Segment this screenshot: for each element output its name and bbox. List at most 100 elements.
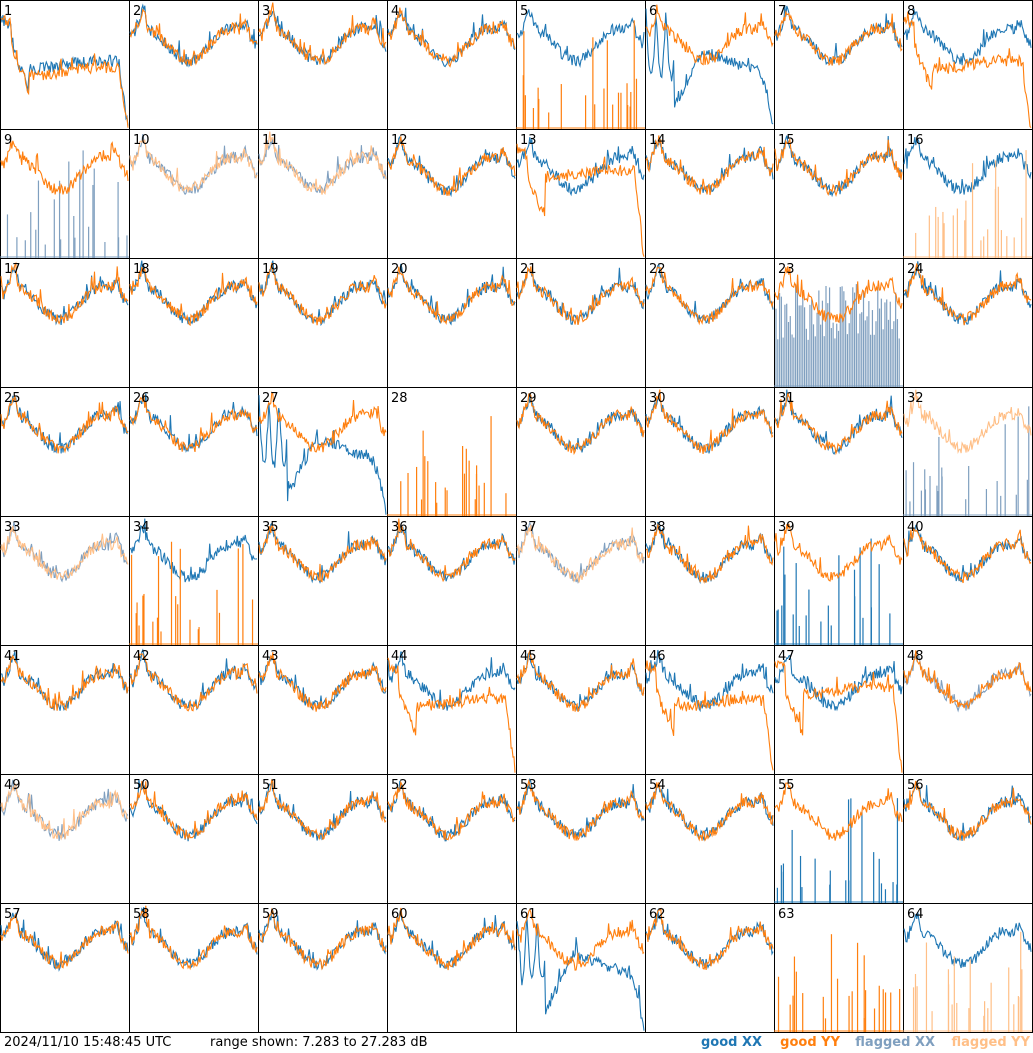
panel-label: 5 bbox=[520, 4, 528, 19]
panel-24: 24 bbox=[903, 258, 1033, 388]
panel-frame bbox=[387, 258, 517, 388]
panel-frame bbox=[0, 645, 130, 775]
panel-61: 61 bbox=[516, 903, 646, 1033]
panel-frame bbox=[258, 645, 388, 775]
series-yy bbox=[516, 524, 645, 583]
panel-label: 46 bbox=[649, 649, 666, 664]
panel-label: 56 bbox=[907, 778, 924, 793]
panel-label: 29 bbox=[520, 391, 537, 406]
series-yy bbox=[258, 907, 387, 971]
panel-label: 17 bbox=[4, 262, 21, 277]
panel-label: 7 bbox=[778, 4, 786, 19]
panel-frame bbox=[645, 516, 775, 646]
panel-label: 31 bbox=[778, 391, 795, 406]
panel-54: 54 bbox=[645, 774, 775, 904]
panel-58: 58 bbox=[129, 903, 259, 1033]
series-yy bbox=[387, 416, 516, 516]
panel-label: 35 bbox=[262, 520, 279, 535]
series-xx bbox=[516, 777, 645, 839]
series-yy bbox=[387, 136, 516, 196]
panel-1: 1 bbox=[0, 0, 130, 130]
series-xx bbox=[903, 261, 1032, 326]
panel-label: 48 bbox=[907, 649, 924, 664]
panel-17: 17 bbox=[0, 258, 130, 388]
panel-46: 46 bbox=[645, 645, 775, 775]
series-yy bbox=[258, 778, 387, 841]
series-xx bbox=[645, 784, 774, 841]
panel-frame bbox=[903, 129, 1033, 259]
legend-good-yy: good YY bbox=[780, 1035, 840, 1050]
panel-label: 23 bbox=[778, 262, 795, 277]
series-yy bbox=[516, 266, 645, 326]
panel-label: 44 bbox=[391, 649, 408, 664]
panel-8: 8 bbox=[903, 0, 1033, 130]
panel-label: 57 bbox=[4, 907, 21, 922]
panel-label: 4 bbox=[391, 4, 399, 19]
panel-62: 62 bbox=[645, 903, 775, 1033]
panel-label: 37 bbox=[520, 520, 537, 535]
panel-frame bbox=[258, 258, 388, 388]
series-yy bbox=[774, 138, 903, 198]
panel-label: 21 bbox=[520, 262, 537, 277]
panel-frame bbox=[516, 774, 646, 904]
panel-label: 53 bbox=[520, 778, 537, 793]
series-yy bbox=[645, 266, 774, 326]
series-yy bbox=[0, 261, 129, 325]
panel-label: 58 bbox=[133, 907, 150, 922]
panel-45: 45 bbox=[516, 645, 646, 775]
series-yy bbox=[516, 778, 645, 842]
series-yy bbox=[645, 389, 774, 454]
panel-frame bbox=[516, 387, 646, 517]
series-yy bbox=[774, 9, 903, 67]
panel-51: 51 bbox=[258, 774, 388, 904]
series-yy bbox=[516, 143, 645, 257]
panel-34: 34 bbox=[129, 516, 259, 646]
panel-frame bbox=[903, 516, 1033, 646]
panel-label: 60 bbox=[391, 907, 408, 922]
panel-label: 41 bbox=[4, 649, 21, 664]
panel-52: 52 bbox=[387, 774, 517, 904]
series-yy bbox=[258, 131, 387, 195]
panel-label: 25 bbox=[4, 391, 21, 406]
range-label: range shown: 7.283 to 27.283 dB bbox=[210, 1035, 428, 1050]
panel-label: 18 bbox=[133, 262, 150, 277]
panel-39: 39 bbox=[774, 516, 904, 646]
panel-label: 9 bbox=[4, 133, 12, 148]
panel-label: 64 bbox=[907, 907, 924, 922]
panel-label: 13 bbox=[520, 133, 537, 148]
series-xx bbox=[774, 538, 903, 645]
panel-label: 1 bbox=[4, 4, 12, 19]
panel-frame bbox=[129, 0, 259, 130]
panel-frame bbox=[516, 0, 646, 130]
panel-frame bbox=[387, 645, 517, 775]
series-yy bbox=[0, 140, 129, 195]
series-xx bbox=[516, 9, 645, 69]
panel-7: 7 bbox=[774, 0, 904, 130]
panel-31: 31 bbox=[774, 387, 904, 517]
panel-13: 13 bbox=[516, 129, 646, 259]
series-yy bbox=[903, 263, 1032, 326]
panel-frame bbox=[387, 0, 517, 130]
panel-59: 59 bbox=[258, 903, 388, 1033]
series-yy bbox=[387, 7, 516, 68]
panel-29: 29 bbox=[516, 387, 646, 517]
panel-label: 59 bbox=[262, 907, 279, 922]
series-xx bbox=[774, 654, 903, 712]
panel-55: 55 bbox=[774, 774, 904, 904]
series-yy bbox=[129, 780, 258, 841]
panel-frame bbox=[129, 645, 259, 775]
panel-label: 12 bbox=[391, 133, 408, 148]
series-yy bbox=[903, 389, 1032, 454]
panel-63: 63 bbox=[774, 903, 904, 1033]
panel-frame bbox=[129, 258, 259, 388]
panel-label: 61 bbox=[520, 907, 537, 922]
panel-label: 15 bbox=[778, 133, 795, 148]
series-yy bbox=[129, 394, 258, 453]
panel-40: 40 bbox=[903, 516, 1033, 646]
panel-16: 16 bbox=[903, 129, 1033, 259]
series-yy bbox=[258, 652, 387, 712]
panel-36: 36 bbox=[387, 516, 517, 646]
series-xx bbox=[0, 15, 129, 126]
panel-label: 36 bbox=[391, 520, 408, 535]
